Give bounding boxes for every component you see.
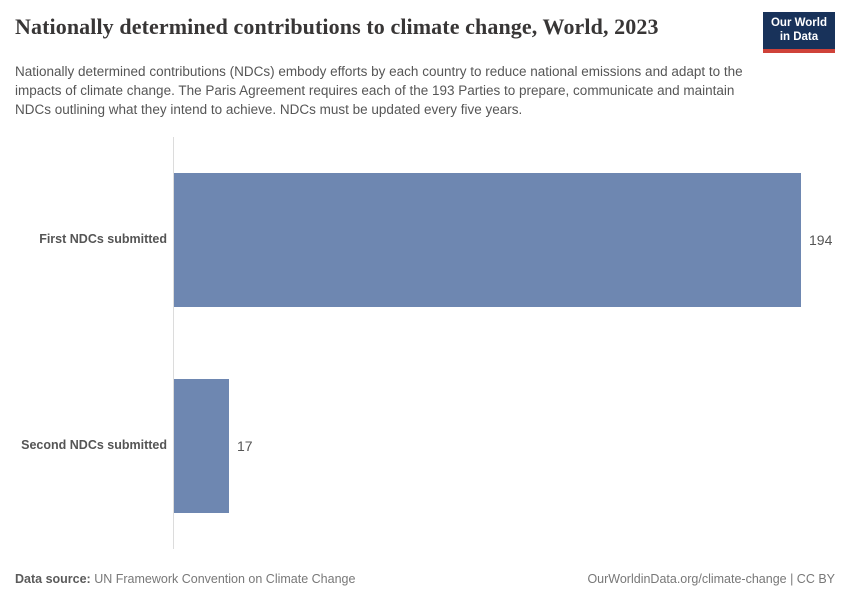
chart-footer: Data source: UN Framework Convention on …	[15, 572, 835, 586]
chart-title: Nationally determined contributions to c…	[15, 14, 659, 39]
category-label: Second NDCs submitted	[21, 438, 167, 453]
chart-rows: First NDCs submitted 194 Second NDCs submi…	[0, 137, 850, 549]
y-axis-line	[173, 136, 174, 549]
owid-logo-line2: in Data	[779, 30, 819, 43]
bar-track: 17	[174, 343, 850, 549]
owid-logo-line1: Our World	[770, 17, 827, 29]
chart-header: Nationally determined contributions to c…	[0, 0, 850, 120]
data-source-label: Data source:	[15, 572, 91, 586]
bar-track: 194	[174, 137, 850, 343]
category-label: First NDCs submitted	[39, 232, 167, 247]
bar[interactable]	[174, 172, 801, 307]
chart-row: Second NDCs submitted 17	[0, 343, 850, 549]
data-source-text: UN Framework Convention on Climate Chang…	[90, 572, 356, 586]
owid-logo[interactable]: Our World in Data	[762, 12, 835, 53]
data-source: Data source: UN Framework Convention on …	[15, 572, 355, 586]
owid-url-license-link[interactable]: OurWorldinData.org/climate-change | CC B…	[587, 572, 835, 586]
chart-subtitle: Nationally determined contributions (NDC…	[15, 63, 743, 118]
bar[interactable]	[174, 378, 229, 513]
chart-row: First NDCs submitted 194	[0, 137, 850, 343]
value-label: 17	[237, 437, 253, 454]
value-label: 194	[809, 231, 833, 248]
bar-chart: First NDCs submitted 194 Second NDCs submi…	[0, 136, 850, 549]
